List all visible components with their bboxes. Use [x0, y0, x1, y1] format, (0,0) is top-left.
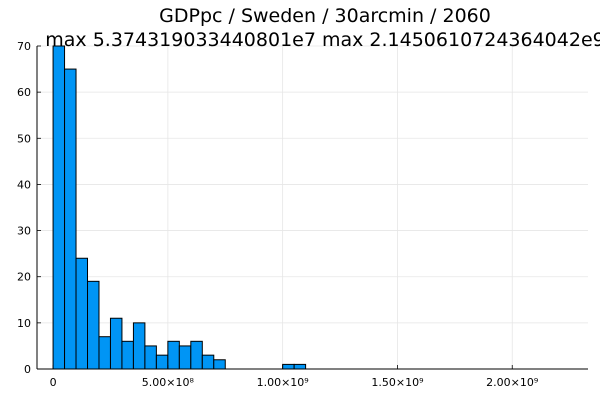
x-tick-label: 0: [50, 376, 57, 389]
histogram-bar: [75, 257, 89, 370]
histogram-bar: [201, 354, 215, 370]
histogram-bar: [155, 354, 169, 370]
histogram-bar: [282, 363, 295, 370]
x-tick-labels: 0 5.00×10⁸ 1.00×10⁹ 1.50×10⁹ 2.00×10⁹: [50, 376, 539, 389]
y-tick-label: 0: [24, 363, 31, 376]
histogram-bar: [52, 45, 66, 370]
y-tick-label: 40: [17, 178, 31, 191]
chart-title-line2: max 5.374319033440801e7 max 2.1450610724…: [45, 29, 600, 51]
histogram-bars: [52, 45, 307, 370]
histogram-bar: [109, 317, 123, 370]
histogram-bar: [132, 322, 146, 370]
histogram-bar: [167, 340, 180, 370]
y-tick-label: 60: [17, 86, 31, 99]
histogram-bar: [293, 363, 307, 370]
y-tick-label: 70: [17, 40, 31, 53]
histogram-bar: [144, 345, 157, 370]
x-tick-label: 1.00×10⁹: [257, 376, 309, 389]
x-tick-label: 1.50×10⁹: [371, 376, 423, 389]
chart-title-line1: GDPpc / Sweden / 30arcmin / 2060: [159, 5, 491, 27]
histogram-bar: [178, 345, 192, 370]
y-tick-label: 50: [17, 132, 31, 145]
x-tick-label: 5.00×10⁸: [142, 376, 195, 389]
histogram-bar: [213, 359, 226, 370]
histogram-bar: [98, 336, 111, 370]
y-tick-labels: 0 10 20 30 40 50 60 70: [17, 40, 31, 376]
y-tick-label: 10: [17, 317, 31, 330]
histogram-bar: [121, 340, 134, 370]
y-tick-label: 20: [17, 271, 31, 284]
histogram-bar: [87, 280, 100, 370]
x-tick-label: 2.00×10⁹: [486, 376, 538, 389]
histogram-bar: [64, 68, 77, 370]
y-tick-label: 30: [17, 225, 31, 238]
histogram-bar: [190, 340, 203, 370]
axes: [36, 45, 588, 370]
